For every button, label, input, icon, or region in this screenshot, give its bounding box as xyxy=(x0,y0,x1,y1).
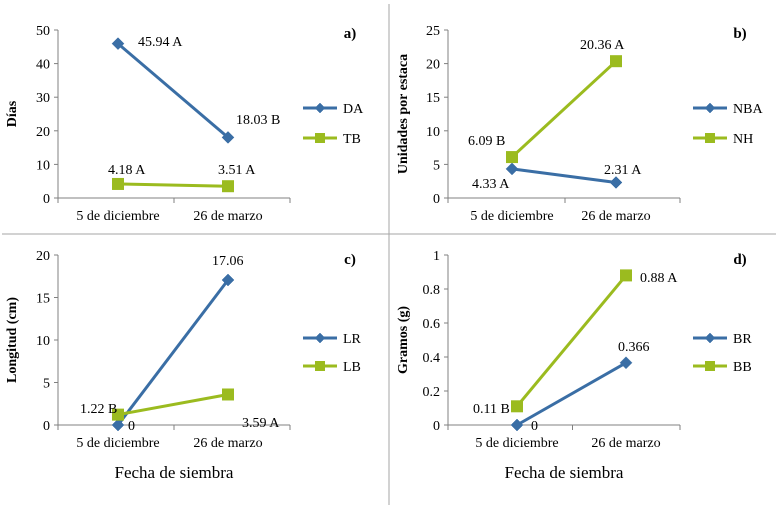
chart-1-data-label: 18.03 B xyxy=(236,113,280,128)
chart-4-y-axis-label: Gramos (g) xyxy=(396,306,411,374)
chart-2-y-axis-label: Unidades por estaca xyxy=(396,54,411,174)
chart-3-series-lr-point xyxy=(111,418,125,432)
chart-4-data-label: 0 xyxy=(531,419,538,434)
chart-1-series-da-point xyxy=(221,131,235,144)
chart-3-x-axis-label: Fecha de siembra xyxy=(115,463,234,482)
chart-2-series-nba-line xyxy=(511,167,617,184)
chart-1-y-tick-label: 40 xyxy=(36,58,50,73)
chart-2-y-tick-label: 20 xyxy=(426,58,440,73)
chart-2-data-label: 20.36 A xyxy=(580,38,625,53)
chart-1-legend-label: TB xyxy=(343,132,361,147)
chart-2-y-tick-label: 15 xyxy=(426,91,440,106)
chart-1-series-da-line xyxy=(117,42,229,139)
chart-3-legend-label: LR xyxy=(343,332,362,347)
chart-4-legend-label: BB xyxy=(733,360,752,375)
chart-1-y-tick-label: 20 xyxy=(36,125,50,140)
chart-4-panel-label: d) xyxy=(733,252,746,268)
chart-3-legend-swatch-marker xyxy=(315,361,325,371)
chart-1-data-label: 45.94 A xyxy=(138,35,183,50)
chart-4-legend-swatch-marker xyxy=(704,332,716,344)
chart-1-panel-label: a) xyxy=(344,26,357,42)
chart-3-series-lb-point xyxy=(112,408,124,421)
chart-2-legend-swatch-marker xyxy=(704,102,716,114)
chart-3-x-tick-label: 5 de diciembre xyxy=(76,436,159,451)
chart-1-legend-swatch-marker xyxy=(314,102,326,114)
chart-3-panel-label: c) xyxy=(344,252,356,268)
chart-2-y-tick-label: 25 xyxy=(426,24,440,39)
chart-1-y-tick-label: 30 xyxy=(36,91,50,106)
chart-3-y-tick-label: 20 xyxy=(36,249,50,264)
chart-2-series-nh-point xyxy=(610,55,622,68)
chart-3-y-tick-label: 10 xyxy=(36,334,50,349)
chart-4-x-tick-label: 5 de diciembre xyxy=(475,436,558,451)
chart-1-series-tb-point xyxy=(222,180,234,193)
chart-3-data-label: 17.06 xyxy=(212,254,244,269)
chart-1-x-tick-label: 5 de diciembre xyxy=(76,209,159,224)
chart-4-y-tick-label: 0.4 xyxy=(423,351,441,366)
chart-2-legend-label: NBA xyxy=(733,102,763,117)
chart-3-series-lr-line xyxy=(116,279,230,426)
chart-2-panel-label: b) xyxy=(733,26,746,42)
chart-3-data-label: 3.59 A xyxy=(242,416,280,431)
chart-4-series-bb-point xyxy=(511,400,523,413)
chart-4-series-bb-point xyxy=(620,269,632,282)
chart-4-series-bb-line xyxy=(515,274,628,408)
chart-4-y-tick-label: 0.2 xyxy=(423,385,441,400)
chart-3-x-tick-label: 26 de marzo xyxy=(193,436,262,451)
chart-1-series-tb-point xyxy=(112,177,124,190)
chart-2-series-nba-point xyxy=(505,162,519,176)
chart-4-data-label: 0.11 B xyxy=(473,402,510,417)
chart-4-y-tick-label: 0.6 xyxy=(423,317,441,332)
chart-4-data-label: 0.366 xyxy=(618,340,650,355)
chart-1-data-label: 4.18 A xyxy=(108,163,146,178)
chart-3-series-lb-line xyxy=(117,393,229,417)
chart-3-y-tick-label: 0 xyxy=(43,419,50,434)
chart-2-series-nh-point xyxy=(506,151,518,164)
chart-3-y-tick-label: 5 xyxy=(43,377,50,392)
chart-1-data-label: 3.51 A xyxy=(218,163,256,178)
chart-3-y-tick-label: 15 xyxy=(36,292,50,307)
chart-2-data-label: 4.33 A xyxy=(472,177,510,192)
chart-4-y-tick-label: 0 xyxy=(433,419,440,434)
chart-1-series-tb-line xyxy=(117,182,229,188)
chart-4-legend-label: BR xyxy=(733,332,752,347)
chart-1-y-axis-label: Días xyxy=(5,100,20,127)
chart-3-legend-swatch-marker xyxy=(314,332,326,344)
chart-4-x-axis-label: Fecha de siembra xyxy=(505,463,624,482)
chart-4-x-tick-label: 26 de marzo xyxy=(591,436,660,451)
chart-1-legend-swatch-marker xyxy=(315,133,325,143)
chart-4-series-br-point xyxy=(619,356,633,370)
chart-3-y-axis-label: Longitud (cm) xyxy=(5,297,20,383)
chart-2-y-tick-label: 10 xyxy=(426,125,440,140)
chart-4-series-br-point xyxy=(510,418,524,432)
chart-2-x-tick-label: 5 de diciembre xyxy=(470,209,553,224)
chart-2-data-label: 2.31 A xyxy=(604,163,642,178)
chart-4-y-tick-label: 1 xyxy=(433,249,440,264)
chart-2-x-tick-label: 26 de marzo xyxy=(581,209,650,224)
chart-2-y-tick-label: 5 xyxy=(433,158,440,173)
chart-3-legend-label: LB xyxy=(343,360,361,375)
chart-2-series-nba-point xyxy=(609,176,623,189)
chart-1-x-tick-label: 26 de marzo xyxy=(193,209,262,224)
chart-4-y-tick-label: 0.8 xyxy=(423,283,441,298)
chart-3-series-lr-point xyxy=(221,273,235,287)
chart-1-y-tick-label: 0 xyxy=(43,192,50,207)
chart-4-legend-swatch-marker xyxy=(705,361,715,371)
chart-3-data-label: 1.22 B xyxy=(80,402,117,417)
chart-4-series-br-line xyxy=(516,361,627,427)
chart-3-series-lb-point xyxy=(222,388,234,401)
chart-4-data-label: 0.88 A xyxy=(640,271,678,286)
chart-2-data-label: 6.09 B xyxy=(468,134,505,149)
chart-2-legend-label: NH xyxy=(733,132,753,147)
chart-1-y-tick-label: 10 xyxy=(36,158,50,173)
chart-1-series-da-point xyxy=(111,37,125,50)
chart-1-legend-label: DA xyxy=(343,102,364,117)
chart-2-series-nh-line xyxy=(510,60,618,159)
chart-1-y-tick-label: 50 xyxy=(36,24,50,39)
chart-2-legend-swatch-marker xyxy=(705,133,715,143)
chart-3-data-label: 0 xyxy=(128,419,135,434)
chart-2-y-tick-label: 0 xyxy=(433,192,440,207)
